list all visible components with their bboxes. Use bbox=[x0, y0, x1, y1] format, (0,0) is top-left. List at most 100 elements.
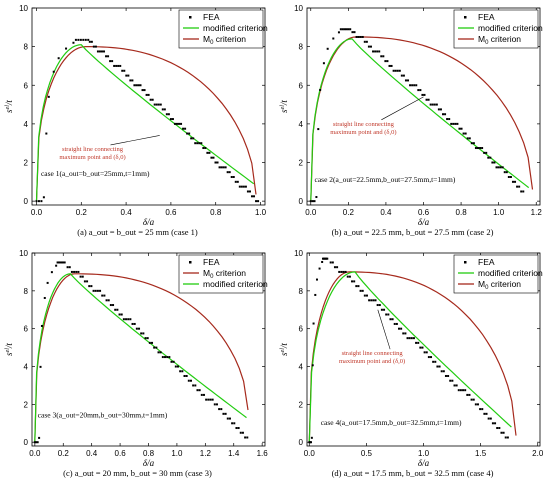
fea-point bbox=[413, 84, 416, 87]
x-tick-label: 0.4 bbox=[86, 449, 98, 458]
annotation-text: straight line connecting bbox=[333, 121, 395, 128]
fea-point bbox=[99, 289, 102, 292]
fea-point bbox=[74, 38, 77, 41]
fea-point bbox=[92, 45, 95, 48]
x-tick-label: 1.4 bbox=[228, 449, 240, 458]
panel-b: 0.0 0.2 0.4 0.6 0.8 1.0 1.20246810δ/asel/tFEAm… bbox=[279, 4, 543, 237]
legend-label: M0 criterion bbox=[478, 279, 521, 291]
fea-point bbox=[315, 196, 318, 199]
fea-point bbox=[453, 384, 456, 387]
fea-point bbox=[386, 60, 389, 63]
fea-point bbox=[344, 270, 347, 273]
fea-point bbox=[153, 346, 156, 349]
fea-point bbox=[494, 422, 497, 425]
legend-label: M0 criterion bbox=[203, 268, 246, 280]
fea-point bbox=[385, 313, 388, 316]
fea-point bbox=[175, 122, 178, 125]
fea-point bbox=[389, 318, 392, 321]
fea-point bbox=[159, 103, 162, 106]
fea-point bbox=[374, 50, 377, 53]
fea-point bbox=[125, 74, 128, 77]
fea-point bbox=[367, 45, 370, 48]
fea-point bbox=[186, 132, 189, 135]
x-tick-label: 0.2 bbox=[76, 208, 88, 217]
y-tick-label: 2 bbox=[299, 159, 304, 168]
legend-fea-marker bbox=[464, 16, 467, 19]
panel-d: 0.0 0.5 1.0 1.5 2.0 0 2 4 6 8 10 δ/a sel/t FEAmodifie… bbox=[279, 249, 544, 478]
legend-fea-marker bbox=[189, 261, 192, 264]
fea-point bbox=[174, 365, 177, 368]
legend-box bbox=[453, 254, 539, 294]
fea-point bbox=[127, 74, 130, 77]
fea-point bbox=[406, 337, 409, 340]
fea-point bbox=[127, 318, 130, 321]
fea-point bbox=[485, 412, 488, 415]
fea-point bbox=[318, 267, 321, 270]
modified-criterion-line bbox=[308, 271, 512, 443]
fea-point bbox=[47, 95, 50, 98]
fea-point bbox=[338, 270, 341, 273]
fea-point bbox=[493, 161, 496, 164]
fea-point bbox=[45, 132, 48, 135]
fea-point bbox=[409, 84, 412, 87]
fea-point bbox=[472, 398, 475, 401]
fea-point bbox=[188, 132, 191, 135]
fea-point bbox=[218, 408, 221, 411]
x-tick-label: 0.0 bbox=[304, 449, 316, 458]
fea-point bbox=[359, 289, 362, 292]
panel-caption: (a) a_out = b_out = 25 mm (case 1) bbox=[77, 227, 198, 237]
fea-point bbox=[101, 294, 104, 297]
fea-point bbox=[40, 200, 43, 203]
fea-point bbox=[516, 185, 519, 188]
y-axis-label: sel/t bbox=[279, 100, 289, 113]
fea-point bbox=[131, 79, 134, 82]
fea-point bbox=[353, 31, 356, 34]
fea-point bbox=[476, 147, 479, 150]
fea-point bbox=[257, 200, 260, 203]
x-tick-label: 0.0 bbox=[31, 208, 43, 217]
fea-point bbox=[187, 379, 190, 382]
fea-point bbox=[142, 332, 145, 335]
fea-point bbox=[509, 175, 512, 178]
fea-point bbox=[417, 89, 420, 92]
fea-point bbox=[92, 289, 95, 292]
fea-point bbox=[96, 50, 99, 53]
fea-point bbox=[133, 84, 136, 87]
fea-point bbox=[66, 266, 69, 269]
y-tick-label: 0 bbox=[299, 197, 304, 206]
fea-point bbox=[68, 266, 71, 269]
y-tick-label: 4 bbox=[24, 363, 29, 372]
fea-point bbox=[437, 108, 440, 111]
legend-label: modified criterion bbox=[203, 23, 268, 33]
fea-point bbox=[499, 166, 502, 169]
fea-point bbox=[329, 261, 332, 264]
fea-point bbox=[466, 137, 469, 140]
y-tick-label: 6 bbox=[299, 325, 304, 334]
fea-point bbox=[119, 64, 122, 67]
fea-point bbox=[357, 285, 360, 288]
fea-point bbox=[425, 98, 428, 101]
fea-point bbox=[476, 403, 479, 406]
fea-point bbox=[135, 327, 138, 330]
legend-label: M0 criterion bbox=[478, 34, 521, 46]
fea-point bbox=[423, 93, 426, 96]
fea-point bbox=[87, 38, 90, 41]
y-tick-label: 0 bbox=[24, 438, 29, 447]
fea-point bbox=[161, 108, 164, 111]
fea-point bbox=[458, 127, 461, 130]
fea-point bbox=[148, 341, 151, 344]
fea-point bbox=[474, 147, 477, 150]
fea-point bbox=[464, 132, 467, 135]
fea-point bbox=[36, 441, 39, 444]
fea-point bbox=[240, 185, 243, 188]
fea-point bbox=[450, 122, 453, 125]
fea-point bbox=[391, 318, 394, 321]
fea-point bbox=[501, 166, 504, 169]
fea-point bbox=[200, 142, 203, 145]
fea-point bbox=[470, 398, 473, 401]
fea-point bbox=[137, 84, 140, 87]
fea-point bbox=[94, 45, 97, 48]
fea-point bbox=[230, 175, 233, 178]
